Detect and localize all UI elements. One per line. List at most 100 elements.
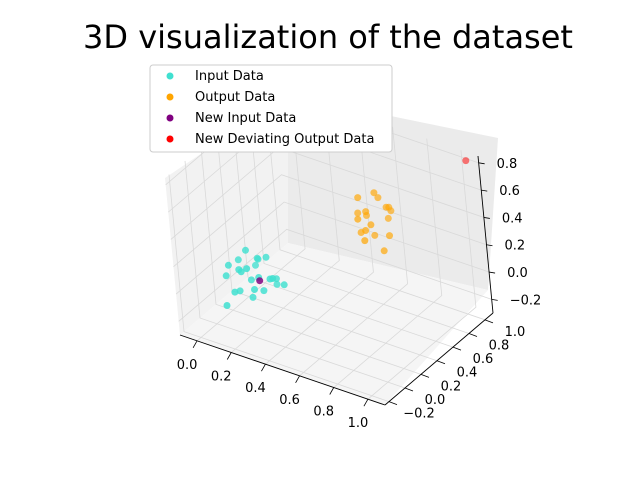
y-tick-label: −0.2 (403, 407, 435, 422)
y-tick-label: 0.0 (425, 393, 446, 408)
point-input-data (249, 293, 257, 301)
legend-label-input: Input Data (195, 69, 264, 84)
y-grid-line (248, 106, 470, 334)
z-tick-mark (481, 189, 488, 192)
y-tick-label: 0.4 (457, 366, 478, 381)
data-points (222, 157, 470, 309)
point-new-deviating-output-data (462, 157, 470, 165)
y-tick-label: 0.2 (441, 379, 462, 394)
point-output-data (371, 231, 379, 239)
y-tick-label: 0.8 (489, 338, 510, 353)
x-tick-label: 0.4 (245, 381, 266, 396)
point-new-input-data (256, 277, 264, 285)
legend-label-new-input: New Input Data (195, 111, 296, 126)
z-axis-line (477, 155, 494, 314)
point-output-data (363, 212, 370, 219)
y-tick-mark (420, 373, 430, 378)
z-tick-label: −0.2 (510, 293, 542, 308)
x-tick-mark (329, 387, 335, 395)
y-axis-line (384, 312, 494, 406)
y-tick-label: 1.0 (505, 325, 526, 340)
x-tick-mark (363, 398, 369, 407)
point-input-data (222, 272, 230, 280)
y-grid-line (168, 174, 390, 402)
point-input-data (273, 280, 281, 288)
point-input-data (242, 246, 249, 254)
z-tick-label: 0.8 (497, 157, 518, 172)
z-tick-mark (483, 217, 490, 219)
legend: Input Data Output Data New Input Data Ne… (149, 64, 393, 153)
y-grid-line (232, 120, 454, 348)
z-grid-line (178, 228, 492, 322)
point-output-data (380, 247, 388, 255)
y-tick-label: 0.6 (473, 352, 494, 367)
chart-title: 3D visualization of the dataset (83, 18, 573, 56)
point-output-data (374, 194, 382, 202)
legend-label-output: Output Data (195, 90, 275, 105)
point-input-data (260, 287, 268, 295)
point-input-data (234, 256, 242, 264)
point-input-data (280, 281, 288, 289)
point-output-data (362, 227, 370, 234)
point-input-data (272, 275, 280, 283)
x-tick-mark (226, 352, 232, 360)
z-grid-line (175, 201, 490, 295)
tick-labels: 0.00.20.40.60.81.0−0.20.00.20.40.60.81.0… (177, 157, 542, 431)
point-output-data (354, 215, 362, 223)
z-tick-label: 0.0 (507, 266, 528, 281)
point-input-data (251, 286, 258, 293)
z-tick-mark (486, 244, 493, 247)
point-input-data (237, 268, 245, 276)
point-output-data (354, 209, 362, 217)
point-input-data (253, 254, 261, 262)
legend-box (149, 64, 393, 153)
point-input-data (247, 276, 255, 284)
point-output-data (370, 189, 378, 197)
x-tick-label: 0.2 (211, 370, 232, 385)
legend-marker-new-input (166, 114, 174, 122)
x-tick-mark (261, 363, 266, 372)
z-grid-line (173, 174, 487, 268)
point-input-data (223, 302, 231, 309)
legend-label-deviating-output: New Deviating Output Data (195, 132, 374, 147)
x-axis-line (179, 334, 386, 406)
axes (179, 155, 498, 407)
x-tick-label: 0.6 (279, 393, 300, 408)
legend-marker-output (166, 93, 174, 101)
point-output-data (384, 214, 392, 222)
point-output-data (367, 221, 375, 229)
y-tick-mark (388, 401, 398, 405)
point-input-data (252, 261, 259, 269)
z-tick-label: 0.4 (502, 211, 523, 226)
point-output-data (354, 194, 362, 202)
y-grid-line (184, 160, 406, 389)
point-input-data (231, 288, 239, 296)
y-tick-mark (436, 360, 446, 365)
z-tick-mark (489, 271, 496, 274)
x-tick-label: 1.0 (348, 416, 369, 431)
point-input-data (266, 275, 274, 283)
y-tick-mark (468, 333, 478, 337)
point-output-data (387, 207, 395, 215)
y-tick-mark (404, 387, 414, 392)
z-tick-mark (491, 298, 498, 301)
point-output-data (361, 237, 369, 245)
y-tick-mark (484, 319, 494, 324)
z-tick-label: 0.6 (499, 184, 520, 199)
legend-marker-deviating-output (166, 135, 174, 143)
z-tick-label: 0.2 (504, 239, 525, 254)
y-tick-mark (452, 346, 462, 351)
x-tick-label: 0.0 (177, 358, 198, 373)
x-tick-mark (192, 340, 198, 349)
legend-marker-input (166, 72, 174, 80)
y-grid-line (200, 147, 422, 375)
point-input-data (243, 265, 251, 273)
point-input-data (262, 253, 270, 261)
x-tick-mark (295, 375, 300, 384)
point-output-data (386, 232, 393, 240)
z-tick-mark (478, 162, 485, 165)
point-input-data (224, 261, 232, 269)
x-tick-label: 0.8 (313, 405, 334, 420)
pane-floor (180, 243, 488, 405)
